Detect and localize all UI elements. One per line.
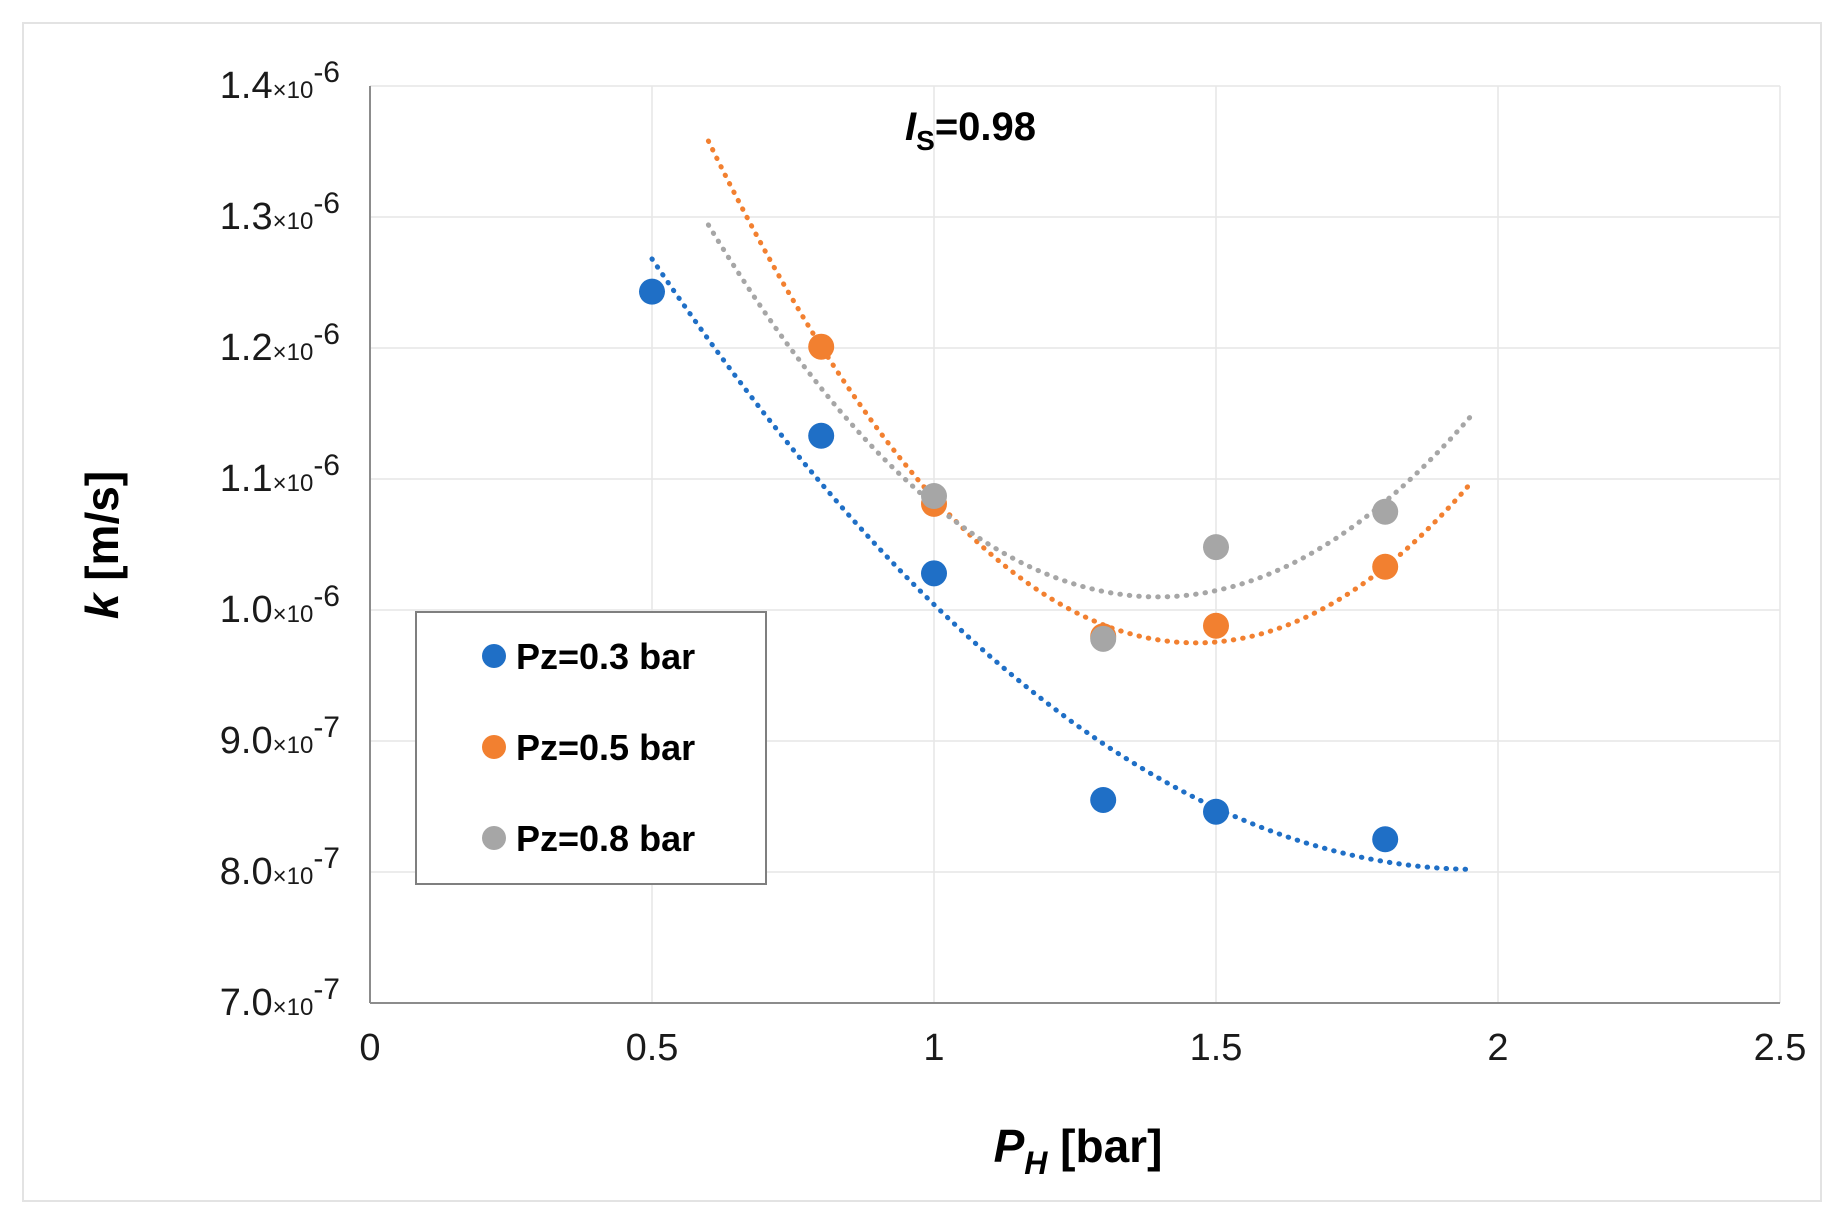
legend-marker: [482, 644, 506, 668]
x-tick-label: 2.5: [1754, 1027, 1807, 1069]
data-point: [1372, 826, 1399, 853]
data-point: [1090, 786, 1117, 813]
data-points: [639, 278, 1399, 853]
legend-label: Pz=0.3 bar: [516, 636, 695, 677]
y-tick-label: 7.0×10-7: [220, 973, 340, 1024]
annotation-text: IS=0.98: [905, 105, 1036, 156]
data-point: [1203, 612, 1229, 639]
axes: [369, 86, 1780, 1004]
trendline: [649, 256, 1473, 872]
trendline: [705, 222, 1473, 600]
x-tick-label: 2: [1487, 1027, 1508, 1069]
y-tick-label: 1.0×10-6: [220, 580, 340, 631]
legend-marker: [482, 826, 506, 850]
y-tick-label: 1.1×10-6: [220, 449, 340, 500]
data-point: [921, 483, 947, 510]
x-tick-labels: 0 0.5 1 1.5 2 2.5: [359, 1027, 1806, 1069]
data-point: [1372, 553, 1399, 580]
data-point: [1203, 798, 1229, 825]
x-tick-label: 0.5: [626, 1027, 679, 1069]
x-tick-label: 0: [359, 1027, 380, 1069]
data-point: [1372, 498, 1399, 525]
legend-label: Pz=0.8 bar: [516, 818, 695, 859]
legend: Pz=0.3 bar Pz=0.5 bar Pz=0.8 bar: [415, 611, 767, 885]
y-tick-labels: 7.0×10-7 8.0×10-7 9.0×10-7 1.0×10-6 1.1×10-6…: [220, 56, 340, 1024]
data-point: [1090, 625, 1117, 652]
chart-frame: [22, 22, 1822, 1202]
y-tick-label: 1.4×10-6: [220, 56, 340, 107]
legend-marker: [482, 735, 506, 759]
data-point: [808, 333, 835, 360]
y-axis-title: k [m/s]: [76, 471, 128, 619]
y-tick-label: 8.0×10-7: [220, 842, 340, 893]
data-point: [639, 278, 665, 305]
y-tick-label: 1.2×10-6: [220, 318, 340, 369]
legend-box: [415, 611, 767, 885]
y-tick-label: 9.0×10-7: [220, 711, 340, 762]
y-tick-label: 1.3×10-6: [220, 187, 340, 238]
trendlines: [649, 138, 1473, 872]
legend-label: Pz=0.5 bar: [516, 727, 695, 768]
data-point: [808, 422, 835, 449]
x-axis-title: PH [bar]: [994, 1120, 1163, 1181]
x-tick-label: 1: [923, 1027, 944, 1069]
x-tick-label: 1.5: [1190, 1027, 1243, 1069]
data-point: [1203, 534, 1229, 561]
data-point: [921, 560, 947, 587]
